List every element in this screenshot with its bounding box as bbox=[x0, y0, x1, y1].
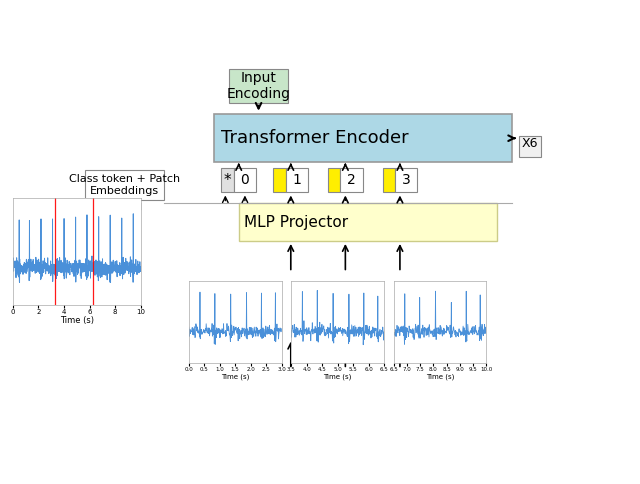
Text: MLP Projector: MLP Projector bbox=[244, 214, 348, 229]
FancyBboxPatch shape bbox=[395, 168, 417, 192]
FancyBboxPatch shape bbox=[340, 168, 363, 192]
FancyBboxPatch shape bbox=[273, 168, 286, 192]
X-axis label: Time (s): Time (s) bbox=[323, 374, 352, 380]
FancyBboxPatch shape bbox=[383, 168, 395, 192]
FancyBboxPatch shape bbox=[214, 114, 511, 163]
Text: *: * bbox=[224, 173, 232, 188]
FancyBboxPatch shape bbox=[239, 203, 497, 241]
FancyBboxPatch shape bbox=[221, 168, 234, 192]
X-axis label: Time (s): Time (s) bbox=[426, 374, 454, 380]
FancyBboxPatch shape bbox=[85, 170, 164, 200]
Text: 0: 0 bbox=[241, 173, 250, 187]
X-axis label: Time (s): Time (s) bbox=[221, 374, 250, 380]
Text: 1: 1 bbox=[292, 173, 301, 187]
Text: Class token + Patch
Embeddings: Class token + Patch Embeddings bbox=[69, 174, 180, 196]
FancyBboxPatch shape bbox=[328, 168, 340, 192]
Text: 2: 2 bbox=[347, 173, 356, 187]
Text: Input
Encoding: Input Encoding bbox=[227, 71, 291, 101]
FancyBboxPatch shape bbox=[234, 168, 256, 192]
FancyBboxPatch shape bbox=[229, 69, 288, 103]
X-axis label: Time (s): Time (s) bbox=[60, 317, 94, 325]
Text: X6: X6 bbox=[522, 137, 538, 150]
FancyBboxPatch shape bbox=[519, 136, 541, 157]
Text: Transformer Encoder: Transformer Encoder bbox=[221, 129, 409, 147]
FancyBboxPatch shape bbox=[286, 168, 308, 192]
Text: 3: 3 bbox=[402, 173, 410, 187]
